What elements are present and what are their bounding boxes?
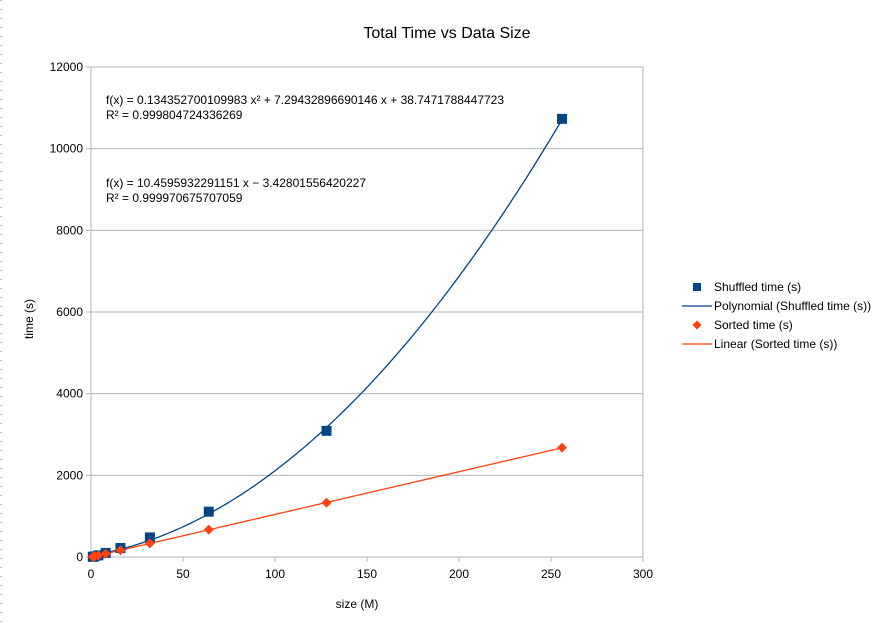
x-axis-label: size (M): [336, 597, 379, 611]
sorted-point: [557, 442, 568, 453]
y-tick-label: 0: [76, 550, 83, 564]
legend: Shuffled time (s) Polynomial (Shuffled ti…: [682, 280, 871, 351]
legend-item: Polynomial (Shuffled time (s)): [682, 299, 871, 313]
legend-item: Sorted time (s): [692, 318, 793, 332]
legend-label: Linear (Sorted time (s)): [714, 337, 837, 351]
equation-shuffled-formula: f(x) = 0.134352700109983 x² + 7.29432896…: [106, 93, 504, 107]
y-axis-label: time (s): [22, 299, 36, 339]
y-tick-label: 12000: [50, 60, 84, 74]
legend-diamond-marker: [692, 320, 702, 330]
legend-label: Polynomial (Shuffled time (s)): [714, 299, 871, 313]
x-tick-label: 300: [633, 567, 653, 581]
shuffled-point: [203, 506, 214, 517]
x-tick-label: 0: [88, 567, 95, 581]
legend-item: Linear (Sorted time (s)): [682, 337, 837, 351]
data-points: [87, 113, 568, 562]
chart-title: Total Time vs Data Size: [363, 25, 530, 42]
sorted-point: [321, 497, 332, 508]
x-tick-label: 100: [265, 567, 285, 581]
shuffled-point: [144, 532, 155, 543]
x-tick-label: 200: [449, 567, 469, 581]
equation-shuffled: f(x) = 0.134352700109983 x² + 7.29432896…: [106, 93, 504, 122]
shuffled-point: [557, 113, 568, 124]
x-tick-label: 50: [176, 567, 190, 581]
legend-label: Sorted time (s): [714, 318, 793, 332]
gridlines: [91, 66, 643, 558]
y-tick-label: 4000: [56, 387, 83, 401]
shuffled-point: [321, 425, 332, 436]
legend-label: Shuffled time (s): [714, 280, 801, 294]
equation-sorted-r2: R² = 0.999970675707059: [106, 191, 243, 205]
y-tick-label: 8000: [56, 223, 83, 237]
equation-shuffled-r2: R² = 0.999804724336269: [106, 108, 243, 122]
equation-sorted-formula: f(x) = 10.4595932291151 x − 3.4280155642…: [106, 176, 366, 190]
axis-ticks: 0 2000 4000 6000 8000 10000 12000 0 50 100 150 200 2…: [50, 60, 654, 581]
x-tick-label: 150: [357, 567, 377, 581]
y-tick-label: 10000: [50, 142, 84, 156]
sorted-point: [100, 548, 111, 559]
sorted-point: [115, 545, 126, 556]
legend-item: Shuffled time (s): [693, 280, 801, 294]
page-edge-dots: [0, 0, 2, 625]
sorted-point: [144, 538, 155, 549]
sorted-point: [93, 550, 104, 561]
y-tick-label: 6000: [56, 305, 83, 319]
y-tick-label: 2000: [56, 468, 83, 482]
equation-sorted: f(x) = 10.4595932291151 x − 3.4280155642…: [106, 176, 366, 205]
legend-square-marker: [693, 283, 701, 291]
sorted-point: [203, 524, 214, 535]
x-tick-label: 250: [541, 567, 561, 581]
